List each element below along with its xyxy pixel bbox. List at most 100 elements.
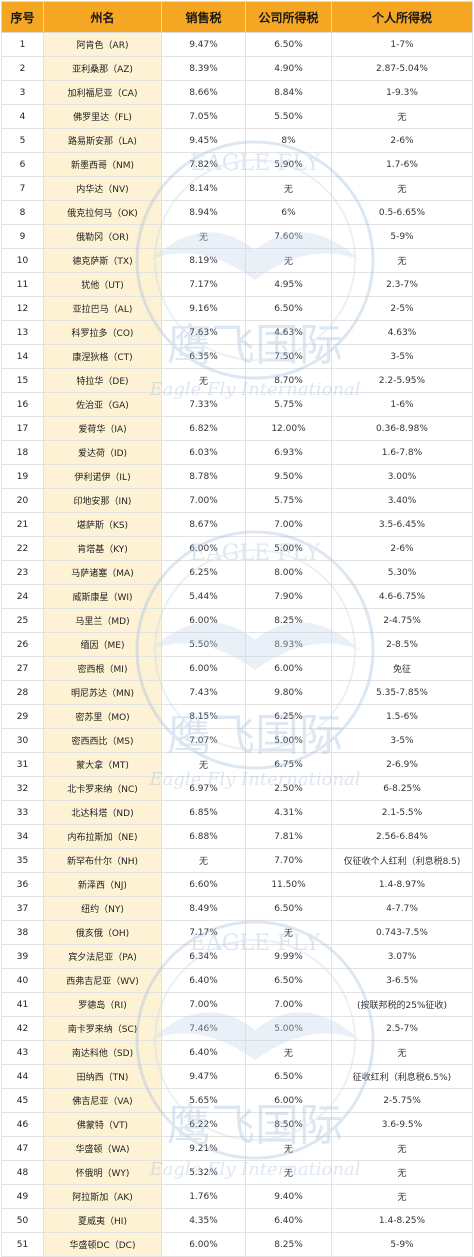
cell-index: 50 (1, 1208, 44, 1233)
cell-state: 特拉华（DE) (43, 368, 162, 393)
header-corporate-tax: 公司所得税 (245, 1, 332, 33)
cell-personal-tax: 5.30% (331, 560, 473, 585)
cell-sales-tax: 6.03% (161, 440, 246, 465)
cell-sales-tax: 6.60% (161, 872, 246, 897)
table-row: 48 怀俄明（WY) 5.32% 无无 (1, 1160, 473, 1185)
table-row: 35 新罕布什尔（NH) 无 7.70% 仅征收个人红利（利息税8.5) (1, 848, 473, 873)
cell-personal-tax: 无 (331, 1136, 473, 1161)
cell-state: 亚拉巴马（AL) (43, 296, 162, 321)
cell-state: 内华达（NV) (43, 176, 162, 201)
cell-personal-tax: 1-7% (331, 32, 473, 57)
cell-sales-tax: 6.00% (161, 536, 246, 561)
cell-state: 北达科塔（ND) (43, 800, 162, 825)
cell-sales-tax: 5.65% (161, 1088, 246, 1113)
cell-corporate-tax: 7.50% (245, 344, 332, 369)
header-state: 州名 (43, 1, 162, 33)
cell-state: 印地安那（IN) (43, 488, 162, 513)
cell-sales-tax: 9.45% (161, 128, 246, 153)
cell-personal-tax: 2-5% (331, 296, 473, 321)
cell-corporate-tax: 11.50% (245, 872, 332, 897)
cell-state: 爱达荷（ID) (43, 440, 162, 465)
cell-index: 25 (1, 608, 44, 633)
table-row: 46 佛蒙特（VT) 6.22% 8.50% 3.6-9.5% (1, 1112, 473, 1137)
table-row: 2 亚利桑那（AZ) 8.39% 4.90% 2.87-5.04% (1, 56, 473, 81)
cell-state: 肯塔基（KY) (43, 536, 162, 561)
cell-personal-tax: 无 (331, 104, 473, 129)
cell-personal-tax: 3-5% (331, 344, 473, 369)
cell-corporate-tax: 5.75% (245, 488, 332, 513)
table-row: 39 宾夕法尼亚（PA) 6.34% 9.99% 3.07% (1, 944, 473, 969)
cell-state: 阿肯色（AR) (43, 32, 162, 57)
cell-state: 俄亥俄（OH) (43, 920, 162, 945)
cell-sales-tax: 6.88% (161, 824, 246, 849)
cell-sales-tax: 7.63% (161, 320, 246, 345)
cell-index: 37 (1, 896, 44, 921)
table-row: 36 新泽西（NJ) 6.60% 11.50% 1.4-8.97% (1, 872, 473, 897)
cell-corporate-tax: 7.70% (245, 848, 332, 873)
cell-state: 阿拉斯加（AK) (43, 1184, 162, 1209)
cell-personal-tax: 3.00% (331, 464, 473, 489)
cell-index: 8 (1, 200, 44, 225)
cell-state: 夏威夷（HI) (43, 1208, 162, 1233)
cell-sales-tax: 9.47% (161, 32, 246, 57)
cell-state: 爱荷华（IA) (43, 416, 162, 441)
cell-state: 南达科他（SD) (43, 1040, 162, 1065)
table-row: 7 内华达（NV) 8.14% 无无 (1, 176, 473, 201)
table-row: 26 缅因（ME) 5.50% 8.93% 2-8.5% (1, 632, 473, 657)
cell-corporate-tax: 8.50% (245, 1112, 332, 1137)
cell-state: 康涅狄格（CT) (43, 344, 162, 369)
cell-index: 18 (1, 440, 44, 465)
cell-sales-tax: 6.82% (161, 416, 246, 441)
cell-personal-tax: 2-5.75% (331, 1088, 473, 1113)
cell-index: 47 (1, 1136, 44, 1161)
cell-state: 亚利桑那（AZ) (43, 56, 162, 81)
cell-state: 田纳西（TN) (43, 1064, 162, 1089)
table-row: 38 俄亥俄（OH) 7.17% 无 0.743-7.5% (1, 920, 473, 945)
cell-corporate-tax: 7.00% (245, 992, 332, 1017)
cell-personal-tax: 2.5-7% (331, 1016, 473, 1041)
cell-index: 41 (1, 992, 44, 1017)
table-row: 23 马萨诸塞（MA) 6.25% 8.00% 5.30% (1, 560, 473, 585)
cell-sales-tax: 8.49% (161, 896, 246, 921)
cell-corporate-tax: 6.50% (245, 968, 332, 993)
cell-index: 13 (1, 320, 44, 345)
cell-personal-tax: 无 (331, 176, 473, 201)
cell-sales-tax: 7.00% (161, 992, 246, 1017)
table-row: 41 罗德岛（RI) 7.00% 7.00% (按联邦税的25%征收) (1, 992, 473, 1017)
cell-corporate-tax: 5.00% (245, 1016, 332, 1041)
cell-personal-tax: 4-7.7% (331, 896, 473, 921)
cell-sales-tax: 8.78% (161, 464, 246, 489)
cell-corporate-tax: 7.60% (245, 224, 332, 249)
cell-corporate-tax: 6.50% (245, 1064, 332, 1089)
table-row: 40 西弗吉尼亚（WV) 6.40% 6.50% 3-6.5% (1, 968, 473, 993)
cell-personal-tax: 仅征收个人红利（利息税8.5) (331, 848, 473, 873)
cell-personal-tax: 3-6.5% (331, 968, 473, 993)
cell-personal-tax: 2.56-6.84% (331, 824, 473, 849)
cell-state: 路易斯安那（LA) (43, 128, 162, 153)
cell-sales-tax: 6.34% (161, 944, 246, 969)
cell-index: 36 (1, 872, 44, 897)
cell-state: 俄克拉何马（OK) (43, 200, 162, 225)
cell-state: 北卡罗来纳（NC) (43, 776, 162, 801)
header-sales-tax: 销售税 (161, 1, 246, 33)
cell-corporate-tax: 无 (245, 176, 332, 201)
cell-state: 明尼苏达（MN) (43, 680, 162, 705)
cell-corporate-tax: 6.50% (245, 296, 332, 321)
cell-state: 伊利诺伊（IL) (43, 464, 162, 489)
cell-personal-tax: 2-6% (331, 128, 473, 153)
cell-index: 4 (1, 104, 44, 129)
cell-index: 26 (1, 632, 44, 657)
cell-sales-tax: 9.16% (161, 296, 246, 321)
cell-corporate-tax: 4.31% (245, 800, 332, 825)
cell-personal-tax: 5-9% (331, 224, 473, 249)
header-index: 序号 (1, 1, 44, 33)
cell-sales-tax: 6.22% (161, 1112, 246, 1137)
cell-index: 42 (1, 1016, 44, 1041)
cell-state: 罗德岛（RI) (43, 992, 162, 1017)
cell-corporate-tax: 7.90% (245, 584, 332, 609)
cell-personal-tax: 1.5-6% (331, 704, 473, 729)
table-row: 51 华盛顿DC（DC) 6.00% 8.25% 5-9% (1, 1232, 473, 1257)
table-row: 47 华盛顿（WA) 9.21% 无无 (1, 1136, 473, 1161)
table-row: 3 加利福尼亚（CA) 8.66% 8.84% 1-9.3% (1, 80, 473, 105)
header-personal-tax: 个人所得税 (331, 1, 473, 33)
